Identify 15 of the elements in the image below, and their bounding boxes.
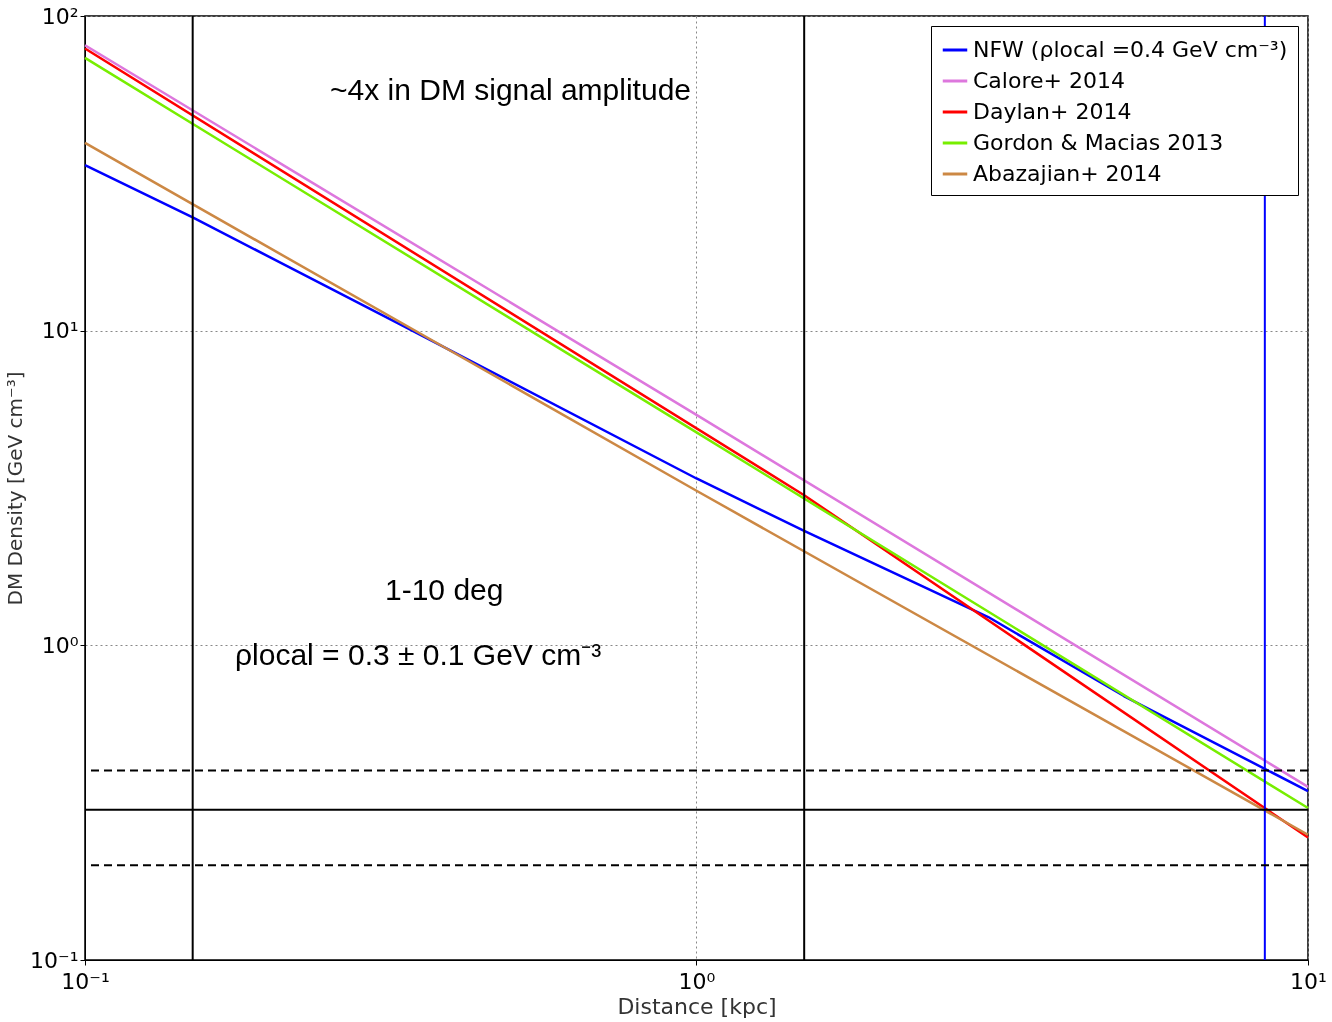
y-tick-label: 10²	[41, 3, 79, 29]
legend-label: NFW (ρlocal =0.4 GeV cm⁻³)	[973, 37, 1288, 62]
x-axis-title: Distance [kpc]	[617, 993, 777, 1019]
legend-label: Calore+ 2014	[973, 68, 1125, 93]
x-tick-label: 10¹	[1290, 968, 1327, 994]
annotation: ~4x in DM signal amplitude	[330, 73, 692, 106]
x-tick-label: 10⁰	[678, 968, 716, 994]
legend-label: Daylan+ 2014	[973, 99, 1132, 124]
legend-label: Gordon & Macias 2013	[973, 130, 1224, 155]
y-tick-label: 10⁰	[41, 632, 79, 658]
y-tick-label: 10¹	[41, 318, 79, 344]
annotation: 1-10 deg	[385, 573, 504, 606]
annotation: ρlocal = 0.3 ± 0.1 GeV cm⁻³	[235, 638, 602, 671]
y-axis-title: DM Density [GeV cm⁻³]	[3, 371, 28, 606]
legend-label: Abazajian+ 2014	[973, 161, 1162, 186]
